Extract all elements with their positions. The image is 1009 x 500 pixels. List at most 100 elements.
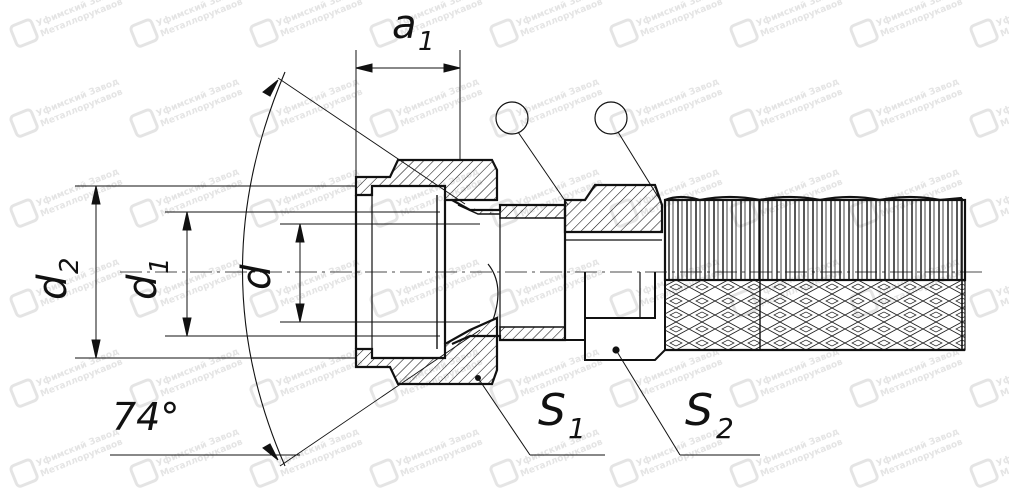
watermark-text: Уфимский Завод <box>995 0 1009 29</box>
watermark-logo-icon <box>9 18 39 48</box>
watermark-logo-icon <box>609 18 639 48</box>
watermark-logo-icon <box>369 198 399 228</box>
union-nut <box>354 158 499 386</box>
watermark-logo-icon <box>969 198 999 228</box>
watermark-text: Уфимский Завод <box>995 77 1009 119</box>
watermark-logo-icon <box>129 108 159 138</box>
watermark-text: Уфимский Завод <box>995 347 1009 389</box>
watermark-logo-icon <box>969 288 999 318</box>
watermark-logo-icon <box>249 378 279 408</box>
watermark-logo-icon <box>489 288 519 318</box>
watermark-logo-icon <box>129 18 159 48</box>
watermark-logo-icon <box>729 378 759 408</box>
watermark-logo-icon <box>849 458 879 488</box>
label-d: d <box>234 264 280 290</box>
watermark-logo-icon <box>969 18 999 48</box>
watermark-logo-icon <box>729 18 759 48</box>
watermark-logo-icon <box>609 108 639 138</box>
label-s1-sub: 1 <box>568 412 586 445</box>
watermark-logo-icon <box>9 198 39 228</box>
watermark-logo-icon <box>249 198 279 228</box>
label-d2-sub: 2 <box>55 257 85 274</box>
watermark-logo-icon <box>369 378 399 408</box>
watermark-logo-icon <box>609 458 639 488</box>
watermark-logo-icon <box>129 458 159 488</box>
watermark-logo-icon <box>9 108 39 138</box>
label-a1-sub: 1 <box>418 27 435 57</box>
watermark-text: Уфимский Завод <box>995 257 1009 299</box>
watermark-logo-icon <box>729 458 759 488</box>
watermark-logo-icon <box>369 18 399 48</box>
watermark-logo-icon <box>609 288 639 318</box>
watermark-logo-icon <box>969 378 999 408</box>
weld-mark-circle-2 <box>594 101 628 135</box>
metal-hose <box>663 195 967 352</box>
label-s2: S <box>685 385 713 436</box>
watermark-logo-icon <box>369 288 399 318</box>
watermark-logo-icon <box>249 108 279 138</box>
watermark-logo-icon <box>609 378 639 408</box>
watermark-logo-icon <box>849 108 879 138</box>
watermark-logo-icon <box>249 458 279 488</box>
watermark-logo-icon <box>969 458 999 488</box>
watermark-logo-icon <box>249 288 279 318</box>
watermark-logo-icon <box>489 108 519 138</box>
watermark-logo-icon <box>9 288 39 318</box>
watermark-logo-icon <box>729 108 759 138</box>
label-s2-sub: 2 <box>716 412 734 445</box>
watermark-logo-icon <box>849 18 879 48</box>
watermark-text: Уфимский Завод <box>995 427 1009 469</box>
watermark-logo-icon <box>129 288 159 318</box>
watermark-logo-icon <box>489 378 519 408</box>
watermark-logo-icon <box>849 378 879 408</box>
nipple-body <box>451 199 567 346</box>
label-a1: a <box>392 2 417 48</box>
weld-mark-circle-1 <box>495 101 529 135</box>
watermark-logo-icon <box>9 458 39 488</box>
watermark-logo-icon <box>369 458 399 488</box>
watermark-logo-icon <box>249 18 279 48</box>
watermark-logo-icon <box>489 458 519 488</box>
label-s1: S <box>538 385 566 436</box>
dimension-lines <box>75 50 760 467</box>
watermark-logo-icon <box>129 198 159 228</box>
watermark-logo-icon <box>129 378 159 408</box>
watermark-text: Уфимский Завод <box>995 167 1009 209</box>
hex-body <box>563 183 666 361</box>
